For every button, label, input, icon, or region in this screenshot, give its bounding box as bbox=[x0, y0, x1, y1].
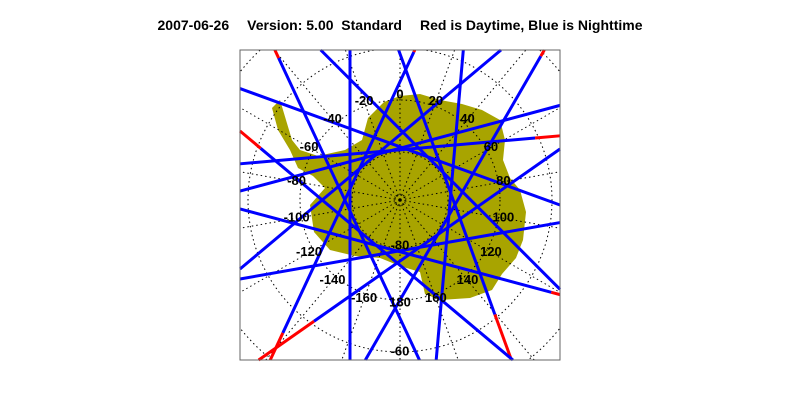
latitude-label: -80 bbox=[391, 237, 410, 252]
graticule bbox=[239, 49, 561, 361]
night-track-segment bbox=[239, 103, 561, 193]
day-track-segment bbox=[239, 129, 262, 150]
meridian-line bbox=[404, 171, 561, 200]
longitude-label: 160 bbox=[425, 290, 447, 305]
longitude-label: -60 bbox=[300, 139, 319, 154]
meridian-line bbox=[239, 107, 396, 198]
night-track-segment bbox=[239, 48, 502, 271]
day-track-segment bbox=[534, 134, 561, 140]
day-track-segment bbox=[493, 313, 513, 361]
longitude-label: -20 bbox=[355, 93, 374, 108]
longitude-label: -160 bbox=[351, 290, 377, 305]
meridian-line bbox=[239, 202, 396, 293]
meridian-line bbox=[341, 204, 399, 361]
meridian-line bbox=[404, 107, 561, 198]
longitude-label: -100 bbox=[284, 210, 310, 225]
longitude-label: 40 bbox=[460, 111, 474, 126]
plot-title: 2007-06-26 Version: 5.00 Standard Red is D… bbox=[0, 17, 800, 33]
latitude-circle bbox=[351, 151, 449, 249]
map-frame bbox=[239, 49, 561, 361]
longitude-label: -140 bbox=[319, 272, 345, 287]
meridian-line bbox=[401, 49, 456, 196]
night-track-segment bbox=[434, 49, 465, 361]
longitude-label: 20 bbox=[429, 93, 443, 108]
longitude-label: -40 bbox=[323, 111, 342, 126]
latitude-circle bbox=[394, 194, 406, 206]
title-date: 2007-06-26 bbox=[157, 17, 230, 33]
night-track-segment bbox=[397, 49, 497, 315]
meridian-line bbox=[404, 202, 561, 293]
night-track-segment bbox=[319, 48, 562, 291]
night-track-segment bbox=[239, 207, 552, 294]
day-track-segment bbox=[539, 49, 546, 57]
meridian-line bbox=[404, 200, 561, 229]
longitude-label: 60 bbox=[484, 139, 498, 154]
day-track-segment bbox=[257, 320, 315, 362]
night-track-segment bbox=[281, 51, 416, 334]
latitude-label: -60 bbox=[391, 343, 410, 358]
meridian-line bbox=[401, 204, 459, 361]
south-pole-marker bbox=[398, 198, 402, 202]
longitude-label: 140 bbox=[457, 272, 479, 287]
latitude-circle bbox=[247, 49, 553, 353]
meridian-line bbox=[402, 49, 527, 197]
longitude-label: -80 bbox=[287, 173, 306, 188]
longitude-label: 80 bbox=[496, 173, 510, 188]
night-track-segment bbox=[259, 147, 514, 362]
day-track-segment bbox=[550, 290, 561, 297]
day-track-segment bbox=[273, 49, 280, 59]
meridian-line bbox=[239, 200, 396, 229]
title-legend: Red is Daytime, Blue is Nighttime bbox=[419, 17, 643, 33]
longitude-label: 0 bbox=[396, 86, 403, 101]
longitude-label: -120 bbox=[296, 244, 322, 259]
satellite-tracks bbox=[239, 48, 562, 362]
longitude-label: 100 bbox=[493, 210, 515, 225]
night-track-segment bbox=[313, 147, 561, 323]
longitude-label: 120 bbox=[480, 244, 502, 259]
meridian-line bbox=[344, 49, 399, 196]
day-track-segment bbox=[268, 332, 285, 361]
meridian-line bbox=[239, 171, 396, 200]
longitude-label: 180 bbox=[389, 294, 411, 309]
title-version: Version: 5.00 Standard bbox=[247, 17, 402, 33]
latitude-circle bbox=[299, 99, 501, 301]
